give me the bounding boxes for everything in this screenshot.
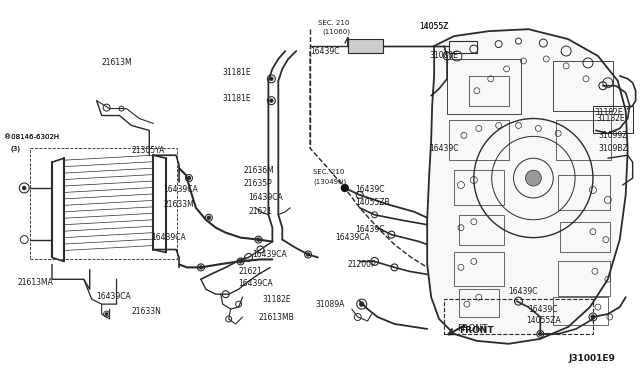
Bar	[454, 170, 504, 205]
Bar	[593, 106, 633, 134]
Text: 21613M: 21613M	[102, 58, 132, 67]
Circle shape	[257, 238, 260, 241]
Text: 21633M: 21633M	[163, 201, 194, 209]
Text: 16439C: 16439C	[310, 46, 340, 55]
Text: 31089A: 31089A	[315, 299, 344, 309]
Text: 21200P: 21200P	[348, 260, 376, 269]
Polygon shape	[427, 29, 628, 344]
Text: J31001E9: J31001E9	[568, 354, 615, 363]
Text: 16439CA: 16439CA	[335, 233, 370, 242]
Bar	[558, 262, 610, 296]
Text: 31181E: 31181E	[223, 94, 252, 103]
Circle shape	[207, 216, 211, 219]
Bar	[449, 121, 509, 160]
Circle shape	[239, 260, 242, 263]
Bar	[30, 148, 177, 259]
Text: 16439C: 16439C	[529, 305, 558, 314]
Bar	[459, 289, 499, 317]
Text: SEC. 210: SEC. 210	[313, 169, 344, 175]
Text: (13049N): (13049N)	[313, 179, 346, 185]
Text: 3109BZ: 3109BZ	[598, 144, 628, 153]
Text: (11060): (11060)	[322, 29, 350, 35]
Text: FRONT: FRONT	[457, 324, 488, 333]
Text: 21635P: 21635P	[244, 179, 273, 187]
Circle shape	[270, 99, 273, 102]
Circle shape	[188, 177, 191, 180]
Text: (3): (3)	[10, 145, 20, 151]
Bar	[553, 61, 612, 110]
Bar	[558, 175, 610, 210]
Text: 21621: 21621	[239, 267, 262, 276]
Text: 16439CA: 16439CA	[248, 193, 284, 202]
Bar	[449, 41, 477, 53]
Bar	[469, 76, 509, 106]
Text: 31182E: 31182E	[262, 295, 291, 304]
Text: 16439C: 16439C	[355, 186, 384, 195]
Circle shape	[106, 313, 108, 315]
Text: 16439CA: 16439CA	[97, 292, 131, 301]
Text: 31182E: 31182E	[594, 108, 623, 117]
Text: 21613MA: 21613MA	[17, 278, 53, 287]
Text: 21636M: 21636M	[244, 166, 275, 174]
Text: 16439C: 16439C	[509, 287, 538, 296]
Text: ®08146-6302H: ®08146-6302H	[4, 134, 60, 140]
Text: 21613MB: 21613MB	[259, 312, 294, 321]
Bar	[459, 215, 504, 244]
Text: 16439CA: 16439CA	[253, 250, 287, 259]
Circle shape	[270, 77, 273, 80]
Circle shape	[591, 315, 595, 319]
Text: 31099Z: 31099Z	[598, 131, 627, 140]
Text: 16439CA: 16439CA	[163, 186, 198, 195]
Circle shape	[341, 185, 348, 192]
Circle shape	[539, 333, 542, 336]
Text: 16439C: 16439C	[355, 225, 384, 234]
Text: 21621: 21621	[248, 207, 273, 216]
Bar	[348, 39, 383, 53]
Text: 21633N: 21633N	[131, 307, 161, 315]
Bar	[560, 222, 610, 251]
Text: SEC. 210: SEC. 210	[318, 20, 349, 26]
Text: 21305YA: 21305YA	[131, 146, 164, 155]
Text: 14055Z: 14055Z	[419, 22, 449, 31]
Circle shape	[307, 253, 310, 256]
Text: 16439CA: 16439CA	[151, 233, 186, 242]
Text: FRONT: FRONT	[459, 326, 493, 336]
Text: 16439C: 16439C	[429, 144, 459, 153]
Text: 31181E: 31181E	[223, 68, 252, 77]
Text: 14055ZB: 14055ZB	[355, 198, 389, 207]
Circle shape	[200, 266, 202, 269]
Circle shape	[23, 186, 26, 189]
Text: 14055ZA: 14055ZA	[527, 317, 561, 326]
Text: ®08146-6302H: ®08146-6302H	[4, 134, 60, 140]
Bar	[454, 251, 504, 286]
Circle shape	[525, 170, 541, 186]
Bar	[444, 299, 593, 334]
Bar	[553, 297, 608, 325]
Text: 16439CA: 16439CA	[239, 279, 273, 288]
Text: 31182E: 31182E	[596, 114, 625, 123]
Text: (3): (3)	[10, 145, 20, 151]
Text: 31080E: 31080E	[429, 51, 458, 61]
Circle shape	[360, 302, 364, 306]
Bar	[447, 59, 522, 113]
Text: 14055Z: 14055Z	[419, 22, 449, 31]
Bar	[556, 121, 611, 160]
